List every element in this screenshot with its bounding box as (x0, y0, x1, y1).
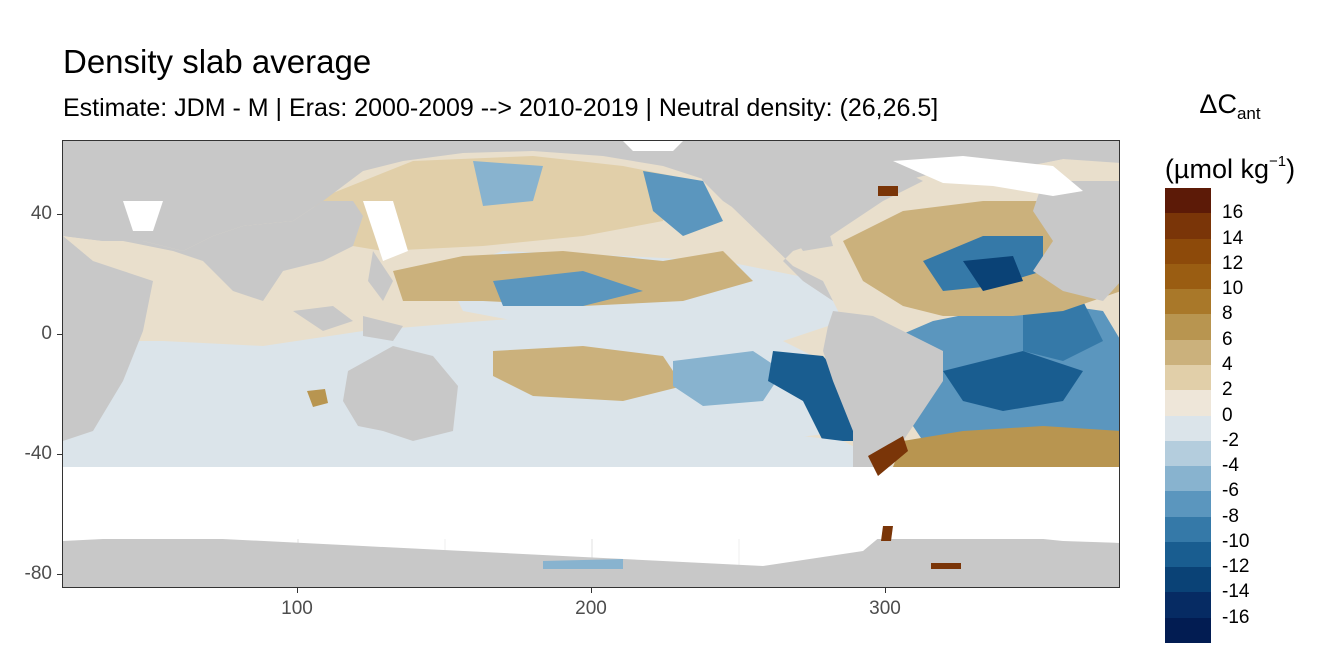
colorbar-swatch (1165, 592, 1211, 619)
colorbar-swatch (1165, 440, 1211, 467)
colorbar-label: -16 (1222, 606, 1250, 628)
land-asia (63, 201, 363, 301)
colorbar-label: -10 (1222, 530, 1250, 552)
y-tick-label: -40 (24, 443, 52, 464)
colorbar-label: 0 (1222, 404, 1233, 426)
land-australia (343, 346, 458, 441)
colorbar-label: -6 (1222, 480, 1239, 502)
colorbar-label: 14 (1222, 227, 1244, 249)
colorbar-swatch (1165, 617, 1211, 644)
map-svg (63, 141, 1119, 587)
legend-unit-main: (µmol kg (1164, 154, 1269, 184)
legend-title: ΔCant (µmol kg−1) (1160, 86, 1300, 187)
x-tick-label: 300 (869, 598, 901, 619)
colorbar-label: -14 (1222, 581, 1250, 603)
land-islands (293, 251, 403, 341)
colorbar-swatch (1165, 188, 1211, 214)
no-data-regions (63, 141, 1119, 543)
legend-title-sub: ant (1236, 104, 1261, 123)
colorbar-label: 10 (1222, 278, 1244, 300)
colorbar-label: 16 (1222, 202, 1244, 224)
anomaly-patches (63, 156, 1119, 467)
colorbar-swatch (1165, 567, 1211, 593)
y-axis-tick (57, 454, 62, 455)
colorbar-swatch (1165, 466, 1211, 492)
colorbar-label: -8 (1222, 505, 1239, 527)
y-axis-tick (57, 334, 62, 335)
colorbar-label: -4 (1222, 455, 1239, 477)
legend-title-main: ΔC (1199, 89, 1237, 119)
colorbar-label: 6 (1222, 328, 1233, 350)
chart-subtitle: Estimate: JDM - M | Eras: 2000-2009 --> … (63, 94, 939, 122)
legend-unit-sup: −1 (1268, 153, 1287, 170)
colorbar-label: 8 (1222, 303, 1233, 325)
colorbar-swatch (1165, 516, 1211, 543)
x-tick-label: 200 (575, 598, 607, 619)
colorbar-swatch (1165, 339, 1211, 366)
accent-patches (307, 186, 961, 569)
y-tick-label: -80 (24, 563, 52, 584)
legend-unit-close: ) (1286, 154, 1296, 184)
land-africa (63, 236, 153, 441)
x-axis-tick (297, 588, 298, 593)
colorbar-swatch (1165, 541, 1211, 568)
colorbar-swatch (1165, 213, 1211, 240)
colorbar-swatch (1165, 263, 1211, 290)
land-europe-africa (1033, 181, 1119, 301)
colorbar-label: -2 (1222, 429, 1239, 451)
y-tick-label: 0 (41, 323, 52, 344)
colorbar-swatch (1165, 364, 1211, 391)
land-south-america (823, 311, 943, 491)
colorbar-swatch (1165, 390, 1211, 416)
y-axis-tick (57, 574, 62, 575)
y-tick-label: 40 (30, 203, 52, 224)
x-tick-label: 100 (281, 598, 313, 619)
colorbar-label: 2 (1222, 379, 1233, 401)
land-north-america (683, 141, 1119, 301)
map-panel (62, 140, 1120, 588)
colorbar-label: -12 (1222, 556, 1250, 578)
x-axis-tick (591, 588, 592, 593)
y-axis-tick (57, 214, 62, 215)
land-antarctica (63, 526, 1119, 587)
x-axis-tick (885, 588, 886, 593)
colorbar-swatch (1165, 491, 1211, 518)
colorbar-swatch (1165, 238, 1211, 265)
land-masses (63, 141, 1119, 587)
colorbar-swatch (1165, 314, 1211, 341)
colorbar-label: 12 (1222, 252, 1244, 274)
colorbar-swatch (1165, 415, 1211, 442)
chart-title: Density slab average (63, 43, 372, 80)
colorbar-label: 4 (1222, 353, 1233, 375)
colorbar-swatch (1165, 289, 1211, 315)
